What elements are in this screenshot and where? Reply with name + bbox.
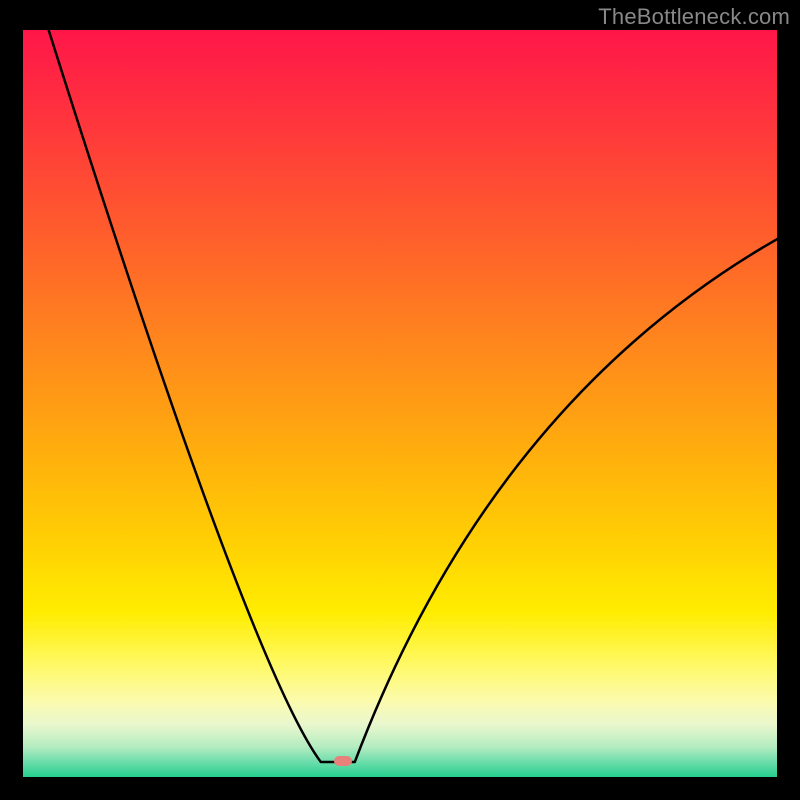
frame: TheBottleneck.com (0, 0, 800, 800)
curve-svg (23, 30, 777, 777)
bottom-marker (334, 756, 352, 766)
v-curve-path (49, 30, 777, 762)
watermark-text: TheBottleneck.com (598, 4, 790, 30)
plot-area (23, 30, 777, 777)
